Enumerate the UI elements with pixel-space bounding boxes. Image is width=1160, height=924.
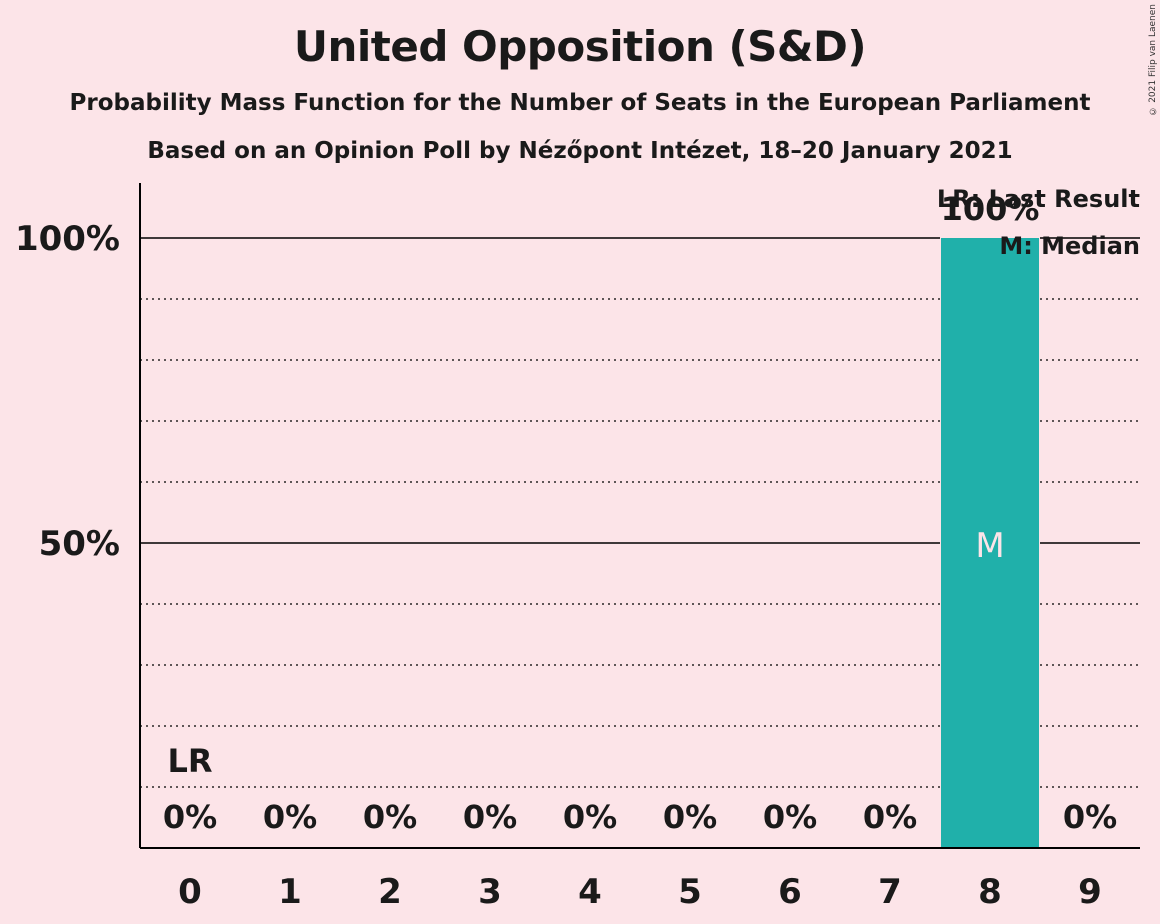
value-label: 100% (941, 190, 1040, 228)
y-tick-label: 50% (39, 524, 120, 564)
y-tick-label: 100% (15, 219, 120, 259)
last-result-marker: LR (167, 742, 212, 780)
x-tick-label: 0 (178, 872, 202, 912)
value-label: 0% (463, 798, 517, 836)
value-label: 0% (163, 798, 217, 836)
legend-last-result: LR: Last Result (936, 185, 1140, 213)
value-label: 0% (663, 798, 717, 836)
bar (941, 238, 1039, 848)
legend-median: M: Median (999, 232, 1140, 260)
x-tick-label: 7 (878, 872, 902, 912)
value-label: 0% (363, 798, 417, 836)
value-label: 0% (863, 798, 917, 836)
value-label: 0% (763, 798, 817, 836)
chart-title: United Opposition (S&D) (293, 22, 867, 71)
x-tick-label: 5 (678, 872, 702, 912)
value-label: 0% (563, 798, 617, 836)
chart-subtitle: Probability Mass Function for the Number… (69, 90, 1091, 116)
median-marker: M (975, 526, 1004, 566)
x-tick-label: 4 (578, 872, 602, 912)
value-label: 0% (1063, 798, 1117, 836)
value-label: 0% (263, 798, 317, 836)
x-tick-label: 2 (378, 872, 402, 912)
x-tick-label: 8 (978, 872, 1002, 912)
x-tick-label: 9 (1078, 872, 1102, 912)
chart-source: Based on an Opinion Poll by Nézőpont Int… (147, 138, 1013, 164)
x-tick-label: 3 (478, 872, 502, 912)
x-tick-label: 1 (278, 872, 302, 912)
x-tick-label: 6 (778, 872, 802, 912)
